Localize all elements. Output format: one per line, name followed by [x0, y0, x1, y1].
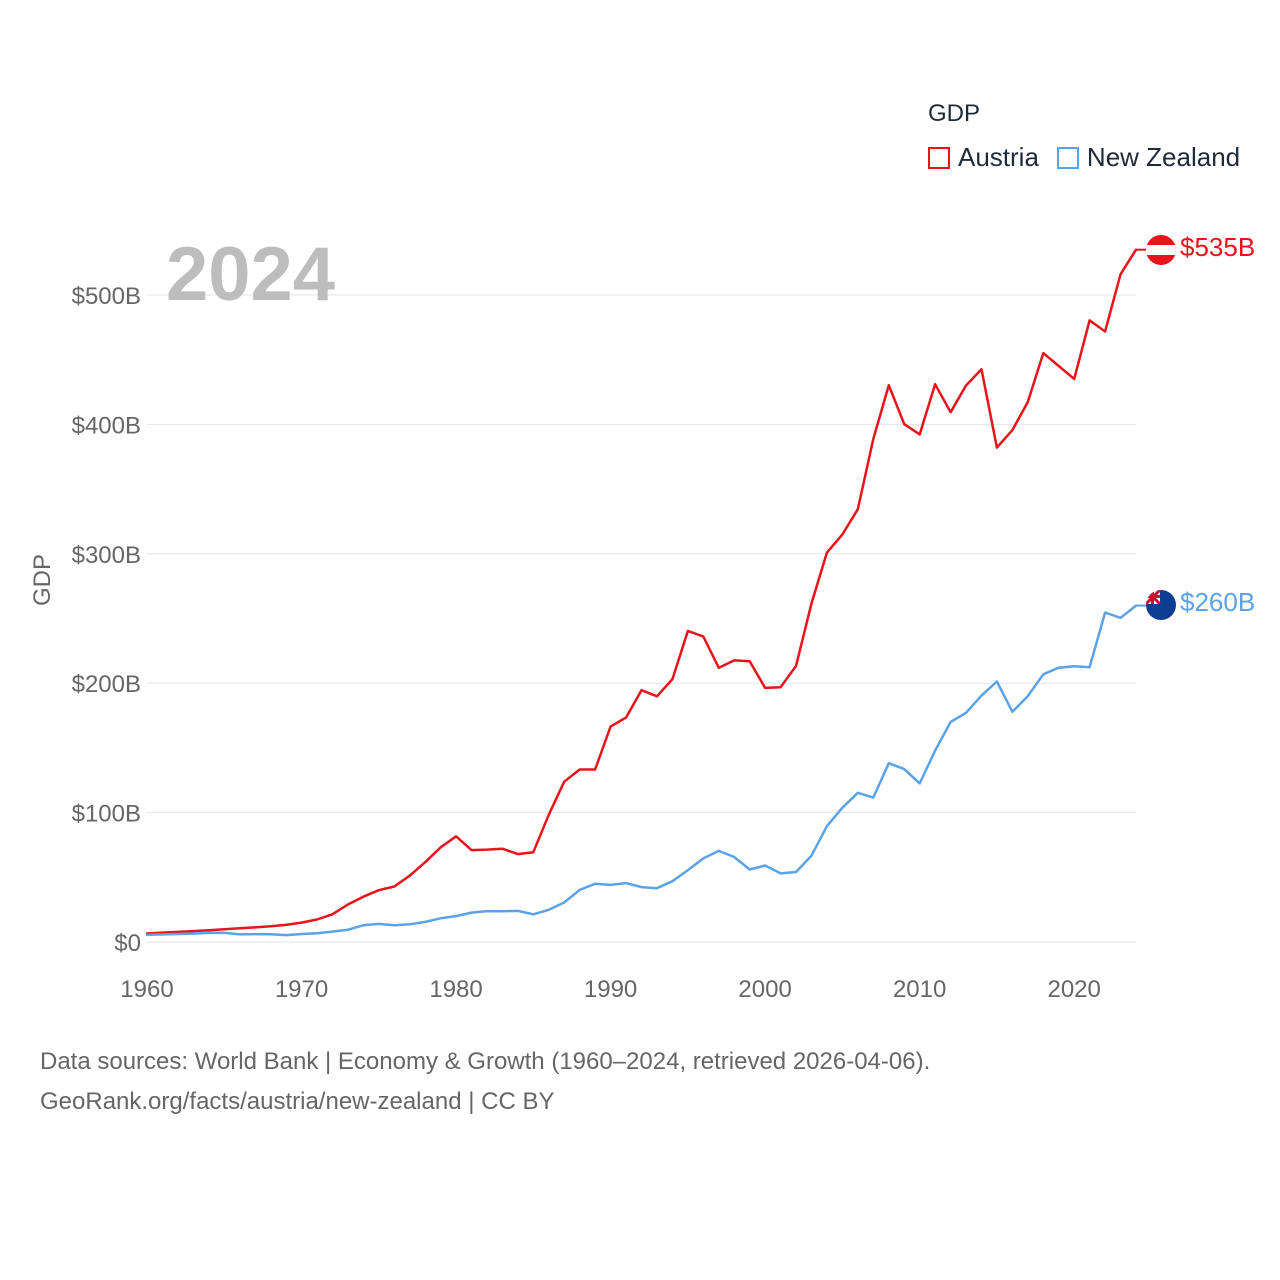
austria-end-value: $535B: [1180, 232, 1255, 262]
series-line-new-zealand[interactable]: [145, 604, 1138, 937]
legend-item-new-zealand[interactable]: New Zealand: [1056, 142, 1241, 173]
legend: Austria New Zealand: [928, 142, 1258, 173]
x-tick-label: 2020: [1047, 976, 1100, 1003]
sources-link[interactable]: GeoRank.org/facts/austria/new-zealand | …: [40, 1088, 555, 1115]
x-tick-label: 1960: [120, 976, 173, 1003]
x-tick-label: 2010: [893, 976, 946, 1003]
x-tick-label: 1970: [275, 976, 328, 1003]
series-lines: [145, 248, 1146, 937]
legend-label-new-zealand: New Zealand: [1086, 142, 1241, 172]
x-axis: 1960 1970 1980 1990 2000 2010 2020: [120, 976, 1101, 1003]
legend-item-austria[interactable]: Austria: [928, 142, 1039, 173]
sources-line: Data sources: World Bank | Economy & Gro…: [40, 1048, 931, 1075]
series-line-austria[interactable]: [145, 248, 1138, 935]
legend-swatch-new-zealand: [1056, 146, 1079, 169]
x-tick-label: 1990: [584, 976, 637, 1003]
new-zealand-end-value: $260B: [1180, 587, 1255, 617]
y-axis: $0 $100B $200B $300B $400B $500B: [72, 283, 141, 957]
austria-flag-icon: [1146, 235, 1176, 265]
legend-title: GDP: [928, 100, 981, 127]
data-sources: Data sources: World Bank | Economy & Gro…: [40, 1042, 930, 1122]
legend-swatch-austria: [928, 146, 950, 169]
x-tick-label: 2000: [738, 976, 791, 1003]
x-tick-label: 1980: [429, 976, 482, 1003]
new-zealand-flag-icon: [1146, 590, 1176, 620]
end-markers: $535B $260B: [1146, 232, 1255, 620]
y-tick-label: $100B: [72, 801, 141, 828]
y-tick-label: $200B: [72, 671, 141, 698]
y-tick-label: $0: [114, 930, 141, 957]
y-tick-label: $400B: [72, 412, 141, 439]
gridlines: [147, 294, 1136, 943]
y-tick-label: $500B: [72, 283, 141, 310]
year-label: 2024: [166, 232, 335, 317]
y-tick-label: $300B: [72, 542, 141, 569]
y-axis-label: GDP: [29, 554, 56, 606]
legend-label-austria: Austria: [958, 142, 1039, 172]
